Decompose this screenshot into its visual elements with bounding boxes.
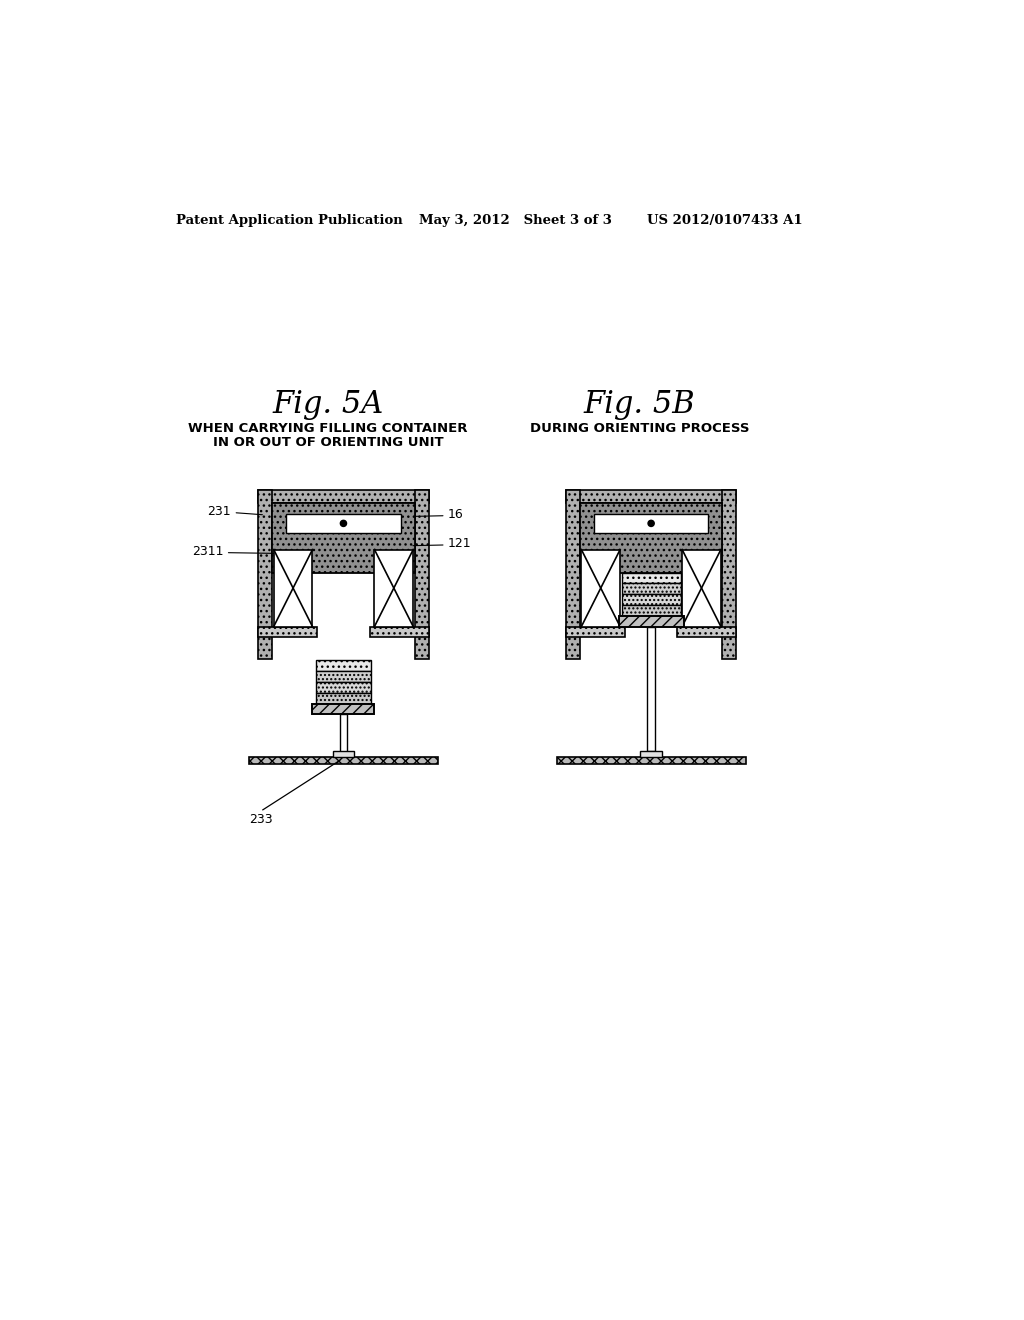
Bar: [622, 573, 681, 583]
Bar: [370, 627, 429, 638]
Bar: [566, 627, 625, 638]
Bar: [272, 503, 415, 573]
Bar: [258, 627, 317, 638]
Text: 231: 231: [207, 504, 230, 517]
Bar: [678, 627, 736, 638]
Bar: [315, 693, 372, 704]
Bar: [622, 605, 681, 615]
Bar: [415, 490, 429, 659]
Text: WHEN CARRYING FILLING CONTAINER: WHEN CARRYING FILLING CONTAINER: [188, 422, 468, 434]
Bar: [272, 503, 415, 659]
Text: 16: 16: [447, 508, 463, 520]
Bar: [582, 549, 621, 627]
Bar: [273, 549, 312, 627]
Bar: [640, 751, 662, 756]
Bar: [622, 594, 681, 605]
Bar: [315, 682, 372, 693]
Bar: [375, 549, 414, 627]
Bar: [566, 490, 580, 659]
Bar: [315, 671, 372, 682]
Text: IN OR OUT OF ORIENTING UNIT: IN OR OUT OF ORIENTING UNIT: [213, 436, 443, 449]
Bar: [622, 583, 681, 594]
Bar: [258, 490, 429, 503]
Bar: [557, 756, 745, 764]
Bar: [333, 751, 354, 756]
Text: 2311: 2311: [193, 545, 224, 557]
Bar: [312, 704, 375, 714]
Bar: [340, 714, 347, 756]
Bar: [594, 515, 709, 533]
Bar: [580, 503, 722, 659]
Text: Fig. 5A: Fig. 5A: [272, 389, 384, 420]
Text: Patent Application Publication: Patent Application Publication: [176, 214, 402, 227]
Bar: [566, 490, 736, 503]
Bar: [249, 756, 438, 764]
Bar: [722, 490, 736, 659]
Bar: [258, 490, 272, 659]
Text: US 2012/0107433 A1: US 2012/0107433 A1: [647, 214, 803, 227]
Text: Fig. 5B: Fig. 5B: [584, 389, 695, 420]
Circle shape: [648, 520, 654, 527]
Bar: [286, 515, 400, 533]
Text: 121: 121: [447, 537, 471, 550]
Bar: [315, 660, 372, 671]
Bar: [580, 503, 722, 573]
Bar: [682, 549, 721, 627]
Text: May 3, 2012   Sheet 3 of 3: May 3, 2012 Sheet 3 of 3: [419, 214, 611, 227]
Bar: [618, 615, 684, 627]
Bar: [647, 627, 655, 751]
Circle shape: [340, 520, 346, 527]
Text: 233: 233: [249, 813, 272, 826]
Text: DURING ORIENTING PROCESS: DURING ORIENTING PROCESS: [529, 422, 750, 434]
